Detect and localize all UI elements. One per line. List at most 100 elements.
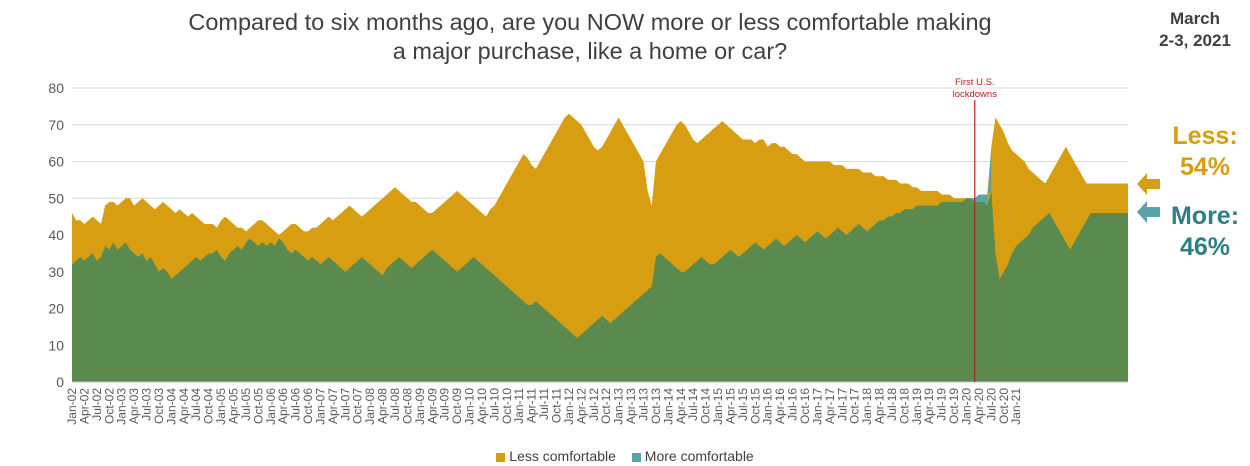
x-tick-label: Jan-14 <box>661 388 675 425</box>
x-tick-label: Jan-09 <box>413 388 427 425</box>
x-tick-label: Jul-14 <box>686 388 700 421</box>
x-tick-label: Oct-13 <box>649 388 663 424</box>
more-callout-value: 46% <box>1179 233 1231 261</box>
x-tick-label: Oct-11 <box>550 388 564 423</box>
x-tick-label: Jul-05 <box>239 388 253 421</box>
date-label: March 2-3, 2021 <box>1140 8 1250 52</box>
y-tick-label-80: 80 <box>48 80 64 96</box>
date-label-line2: 2-3, 2021 <box>1159 31 1231 50</box>
x-tick-label: Jan-02 <box>65 388 79 425</box>
x-tick-label: Jan-03 <box>115 388 129 425</box>
legend-swatch-more <box>631 453 641 463</box>
x-tick-label: Jan-08 <box>363 388 377 425</box>
x-tick-label: Jul-10 <box>487 388 501 421</box>
x-tick-label: Oct-18 <box>897 388 911 424</box>
chart-legend: Less comfortable More comfortable <box>0 447 1250 464</box>
y-tick-label-10: 10 <box>48 337 64 353</box>
x-tick-label: Jul-13 <box>636 388 650 421</box>
x-tick-label: Apr-15 <box>723 388 737 424</box>
x-tick-label: Jan-04 <box>164 388 178 425</box>
x-tick-label: Oct-06 <box>301 388 315 424</box>
lockdown-label-line2: lockdowns <box>953 89 998 100</box>
legend-label-less: Less comfortable <box>509 448 616 465</box>
x-tick-label: Jan-13 <box>612 388 626 425</box>
x-tick-label: Jul-12 <box>587 388 601 421</box>
x-tick-label: Oct-08 <box>400 388 414 424</box>
x-tick-label: Oct-19 <box>947 388 961 424</box>
x-tick-label: Oct-03 <box>152 388 166 424</box>
y-tick-label-50: 50 <box>48 190 64 206</box>
x-tick-label: Apr-06 <box>276 388 290 424</box>
x-tick-label: Jan-21 <box>1009 388 1023 425</box>
x-tick-label: Jan-20 <box>959 388 973 425</box>
y-tick-label-70: 70 <box>48 117 64 133</box>
x-tick-label: Apr-12 <box>574 388 588 424</box>
x-tick-label: Jul-03 <box>140 388 154 421</box>
x-tick-label: Jan-15 <box>711 388 725 425</box>
x-tick-label: Apr-03 <box>127 388 141 424</box>
x-tick-label: Apr-02 <box>77 388 91 424</box>
x-tick-label: Oct-05 <box>251 388 265 424</box>
x-tick-label: Jul-17 <box>835 388 849 421</box>
series-area-more-comfortable <box>970 146 992 206</box>
x-tick-label: Apr-10 <box>475 388 489 424</box>
x-axis: Jan-02Apr-02Jul-02Oct-02Jan-03Apr-03Jul-… <box>65 381 1128 425</box>
x-tick-label: Jul-16 <box>786 388 800 421</box>
less-callout: Less: 54% <box>1160 121 1250 183</box>
x-tick-label: Oct-07 <box>351 388 365 424</box>
less-callout-value: 54% <box>1179 153 1231 181</box>
x-tick-label: Jul-09 <box>438 388 452 421</box>
x-tick-label: Jul-07 <box>338 388 352 421</box>
chart-title: Compared to six months ago, are you NOW … <box>110 8 1070 66</box>
x-tick-label: Oct-10 <box>500 388 514 424</box>
x-tick-label: Apr-08 <box>376 388 390 424</box>
y-tick-label-20: 20 <box>48 301 64 317</box>
x-tick-label: Jul-18 <box>885 388 899 421</box>
x-tick-label: Apr-13 <box>624 388 638 424</box>
x-tick-label: Apr-17 <box>823 388 837 424</box>
legend-label-more: More comfortable <box>644 448 754 465</box>
x-tick-label: Apr-04 <box>177 388 191 424</box>
chart-title-line1: Compared to six months ago, are you NOW … <box>188 9 992 35</box>
legend-item-more: More comfortable <box>631 448 754 465</box>
date-label-line1: March <box>1169 9 1221 28</box>
legend-swatch-less <box>496 453 506 463</box>
x-tick-label: Jan-06 <box>264 388 278 425</box>
x-tick-label: Oct-15 <box>748 388 762 424</box>
x-tick-label: Jul-19 <box>935 388 949 421</box>
x-tick-label: Apr-05 <box>227 388 241 424</box>
x-tick-label: Apr-11 <box>525 388 539 423</box>
x-tick-label: Jul-04 <box>189 388 203 421</box>
x-tick-label: Jan-12 <box>562 388 576 425</box>
x-tick-label: Jan-16 <box>761 388 775 425</box>
more-arrow-icon <box>1137 201 1160 223</box>
x-tick-label: Apr-19 <box>922 388 936 424</box>
x-tick-label: Apr-16 <box>773 388 787 424</box>
x-tick-label: Apr-09 <box>425 388 439 424</box>
x-tick-label: Jul-06 <box>289 388 303 421</box>
x-tick-label: Jan-11 <box>512 388 526 424</box>
x-tick-label: Oct-04 <box>202 388 216 424</box>
x-tick-label: Jul-02 <box>90 388 104 421</box>
x-tick-label: Oct-14 <box>699 388 713 424</box>
y-tick-label-0: 0 <box>56 374 64 390</box>
x-tick-label: Oct-09 <box>450 388 464 424</box>
lockdown-label-line1: First U.S. <box>955 77 995 88</box>
x-tick-label: Oct-17 <box>848 388 862 424</box>
x-tick-label: Jul-15 <box>736 388 750 421</box>
x-tick-label: Jan-07 <box>313 388 327 425</box>
x-tick-label: Jan-05 <box>214 388 228 425</box>
x-tick-label: Apr-14 <box>674 388 688 424</box>
x-tick-label: Jan-19 <box>910 388 924 425</box>
lockdown-annotation: First U.S.lockdowns <box>953 77 998 382</box>
legend-item-less: Less comfortable <box>496 448 616 464</box>
x-tick-label: Jul-11 <box>537 388 551 420</box>
y-tick-label-60: 60 <box>48 154 64 170</box>
x-tick-label: Oct-16 <box>798 388 812 424</box>
less-callout-label: Less: <box>1172 122 1238 150</box>
chart-areas <box>72 113 1128 382</box>
x-tick-label: Oct-20 <box>997 388 1011 424</box>
x-tick-label: Jan-17 <box>810 388 824 425</box>
x-tick-label: Jul-20 <box>984 388 998 421</box>
